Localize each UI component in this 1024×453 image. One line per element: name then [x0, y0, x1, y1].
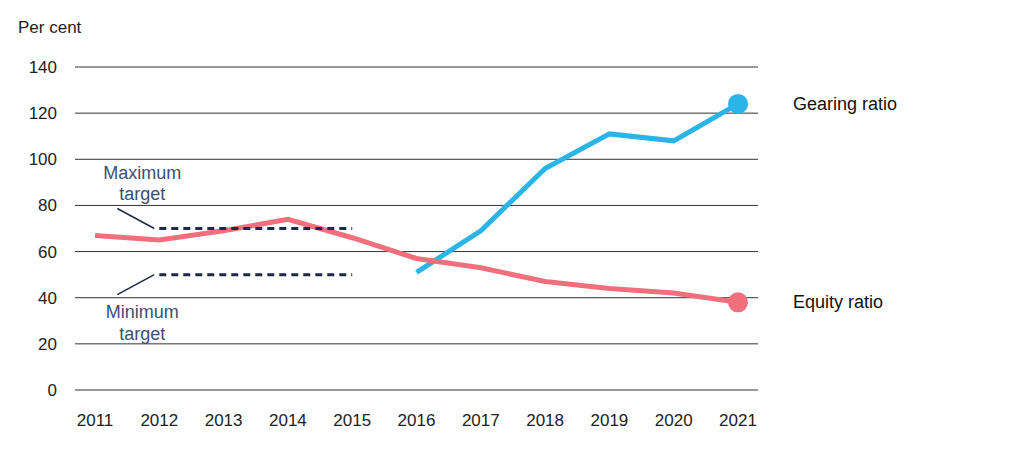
- svg-text:2014: 2014: [269, 411, 307, 430]
- svg-text:60: 60: [38, 243, 57, 262]
- svg-text:2011: 2011: [77, 411, 114, 430]
- svg-text:target: target: [119, 184, 165, 204]
- svg-text:2020: 2020: [655, 411, 693, 430]
- svg-text:Minimum: Minimum: [106, 302, 179, 322]
- svg-text:2015: 2015: [333, 411, 371, 430]
- svg-text:2013: 2013: [205, 411, 243, 430]
- html-text:Per cent: Per cent: [18, 18, 82, 37]
- svg-text:2012: 2012: [140, 411, 178, 430]
- svg-text:120: 120: [29, 104, 57, 123]
- svg-text:Gearing ratio: Gearing ratio: [793, 94, 897, 114]
- svg-text:Maximum: Maximum: [103, 163, 181, 183]
- svg-text:2017: 2017: [462, 411, 500, 430]
- svg-text:2019: 2019: [590, 411, 628, 430]
- svg-text:80: 80: [38, 196, 57, 215]
- svg-text:0: 0: [48, 381, 57, 400]
- svg-text:Equity ratio: Equity ratio: [793, 292, 883, 312]
- svg-text:target: target: [119, 324, 165, 344]
- svg-text:2018: 2018: [526, 411, 564, 430]
- svg-text:2021: 2021: [719, 411, 757, 430]
- svg-text:2016: 2016: [398, 411, 436, 430]
- svg-text:100: 100: [29, 150, 57, 169]
- svg-text:20: 20: [38, 335, 57, 354]
- svg-text:140: 140: [29, 58, 57, 77]
- svg-text:40: 40: [38, 289, 57, 308]
